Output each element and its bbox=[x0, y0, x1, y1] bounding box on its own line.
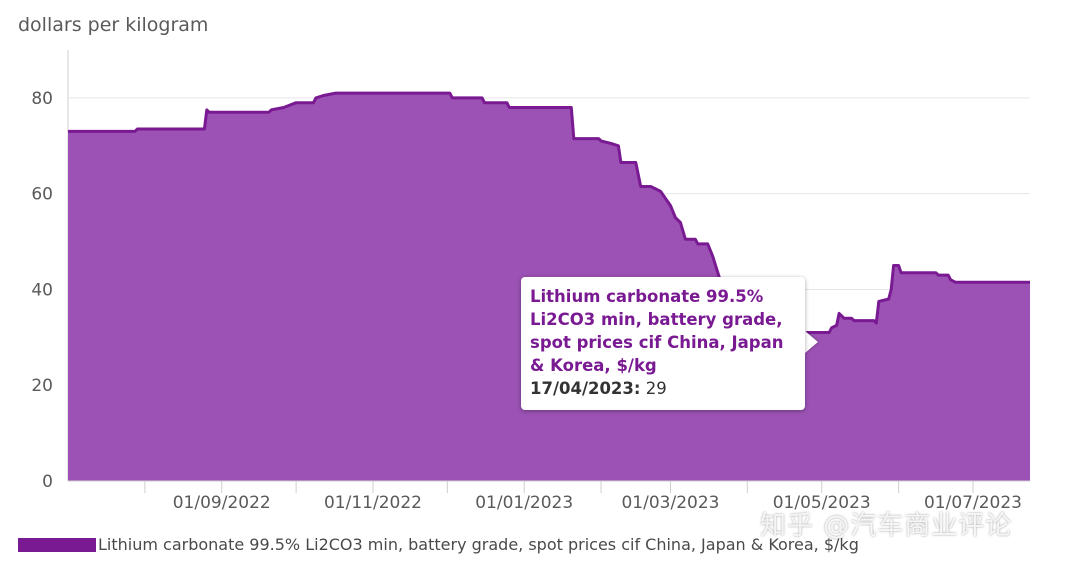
y-axis: 0 20 40 60 80 bbox=[31, 89, 53, 492]
x-tick-label: 01/11/2022 bbox=[324, 493, 422, 513]
x-axis: 01/09/2022 01/11/2022 01/01/2023 01/03/2023… bbox=[68, 480, 1030, 513]
legend-swatch[interactable] bbox=[18, 537, 96, 552]
x-tick-label: 01/05/2023 bbox=[773, 493, 871, 513]
tooltip-date: 17/04/2023: bbox=[530, 379, 641, 398]
y-tick-label: 60 bbox=[31, 185, 53, 205]
y-tick-label: 20 bbox=[31, 376, 53, 396]
legend-label[interactable]: Lithium carbonate 99.5% Li2CO3 min, batt… bbox=[98, 535, 859, 554]
y-tick-label: 0 bbox=[42, 472, 53, 492]
tooltip-arrow bbox=[805, 331, 818, 353]
y-tick-label: 40 bbox=[31, 280, 53, 300]
x-tick-label: 01/03/2023 bbox=[621, 493, 719, 513]
tooltip-number: 29 bbox=[645, 379, 667, 398]
x-tick-label: 01/09/2022 bbox=[173, 493, 271, 513]
tooltip: Lithium carbonate 99.5% Li2CO3 min, batt… bbox=[521, 277, 805, 410]
tooltip-value: 17/04/2023: 29 bbox=[530, 377, 795, 400]
tooltip-title: Lithium carbonate 99.5% Li2CO3 min, batt… bbox=[530, 287, 784, 375]
y-tick-label: 80 bbox=[31, 89, 53, 109]
series-line bbox=[68, 91, 1030, 344]
y-axis-label: dollars per kilogram bbox=[18, 14, 208, 36]
x-tick-label: 01/07/2023 bbox=[924, 493, 1022, 513]
legend[interactable]: Lithium carbonate 99.5% Li2CO3 min, batt… bbox=[18, 535, 859, 554]
watermark: 知乎 @汽车商业评论 bbox=[760, 511, 1013, 541]
x-tick-label: 01/01/2023 bbox=[475, 493, 573, 513]
